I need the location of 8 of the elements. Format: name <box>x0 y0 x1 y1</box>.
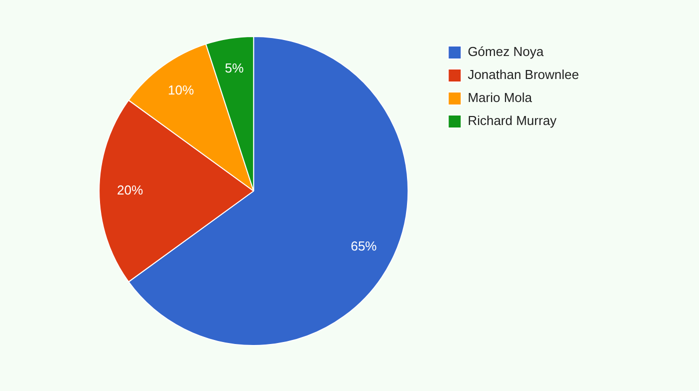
legend-label: Jonathan Brownlee <box>468 67 580 82</box>
data-label: 10% <box>168 82 194 98</box>
data-label: 65% <box>350 238 378 254</box>
legend-label: Richard Murray <box>468 113 558 128</box>
data-label: 20% <box>116 182 144 198</box>
legend-label: Mario Mola <box>468 90 533 106</box>
legend-label: Gómez Noya <box>468 44 544 60</box>
data-label: 5% <box>224 60 244 76</box>
